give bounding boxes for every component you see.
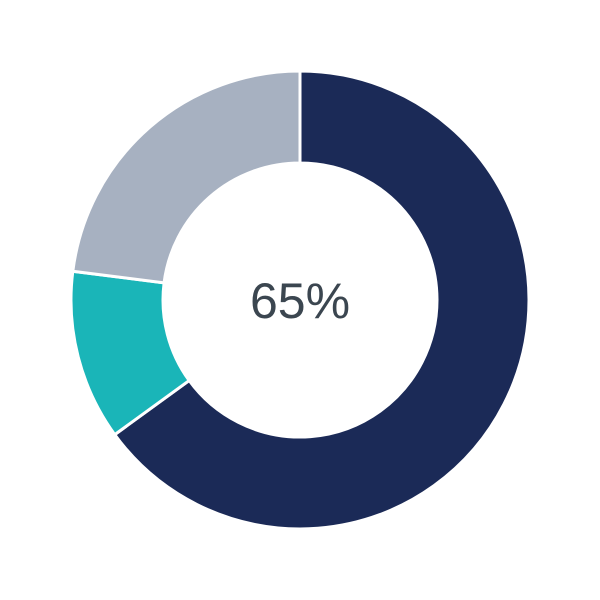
donut-segment-1 [112, 69, 531, 531]
center-label: 65% [250, 273, 350, 329]
donut-segments [69, 69, 531, 531]
donut-segment-3 [71, 69, 302, 285]
